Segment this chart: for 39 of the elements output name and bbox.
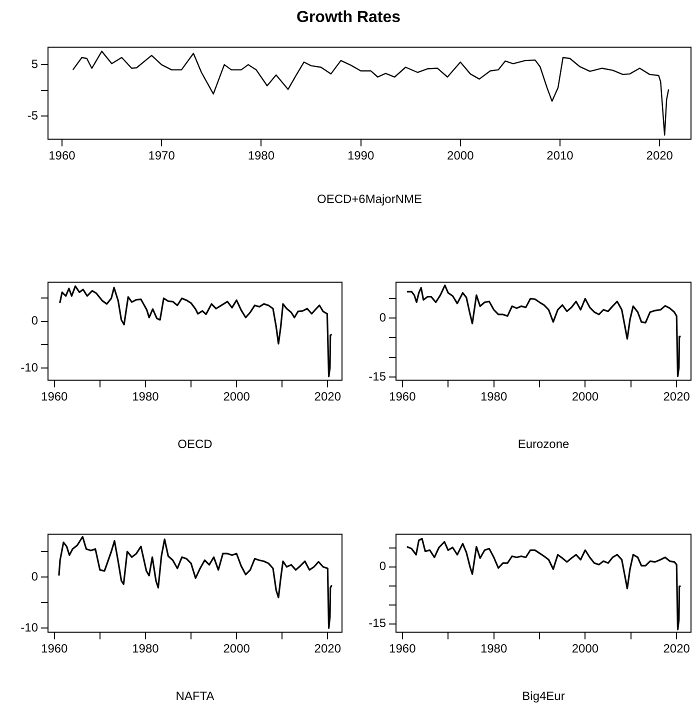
y-tick-label: -10 (20, 620, 38, 634)
x-tick-label: 1960 (389, 642, 416, 656)
x-axis-title: NAFTA (176, 689, 214, 704)
y-tick-label: -10 (20, 360, 38, 374)
x-tick-label: 1960 (41, 642, 68, 656)
x-tick-label: 2000 (572, 390, 599, 404)
x-tick-label: 2010 (546, 148, 574, 163)
y-tick-label: 0 (379, 310, 386, 324)
x-tick-label: 1980 (132, 390, 160, 404)
x-tick-label: 1970 (148, 148, 176, 163)
x-tick-label: 1980 (480, 390, 508, 404)
x-tick-label: 1980 (248, 148, 275, 163)
y-tick-label: -15 (368, 369, 386, 384)
chart-title: Growth Rates (296, 9, 401, 26)
x-tick-label: 2000 (223, 390, 250, 404)
x-tick-label: 2000 (447, 148, 474, 163)
x-axis-title: OECD+6MajorNME (316, 192, 422, 206)
x-axis-title: OECD (178, 437, 213, 452)
y-tick-label: 5 (31, 56, 38, 71)
x-tick-label: 2020 (663, 642, 690, 656)
x-tick-label: 1990 (347, 148, 374, 163)
x-tick-label: 2020 (314, 642, 342, 656)
x-axis-title: Big4Eur (522, 689, 565, 704)
x-tick-label: 2020 (646, 148, 674, 163)
x-tick-label: 2000 (223, 642, 250, 656)
x-tick-label: 1960 (389, 390, 416, 404)
y-tick-label: 0 (31, 314, 38, 328)
x-tick-label: 2000 (572, 642, 599, 656)
x-tick-label: 1960 (41, 390, 68, 404)
x-tick-label: 2020 (314, 390, 342, 404)
x-axis-title: Eurozone (518, 437, 570, 452)
y-tick-label: -5 (27, 108, 38, 122)
x-tick-label: 1980 (132, 642, 160, 656)
y-tick-label: -15 (368, 616, 386, 630)
y-tick-label: 0 (379, 559, 386, 574)
x-tick-label: 2020 (663, 390, 690, 404)
x-tick-label: 1960 (48, 148, 76, 163)
y-tick-label: 0 (31, 569, 38, 584)
x-tick-label: 1980 (480, 642, 508, 656)
